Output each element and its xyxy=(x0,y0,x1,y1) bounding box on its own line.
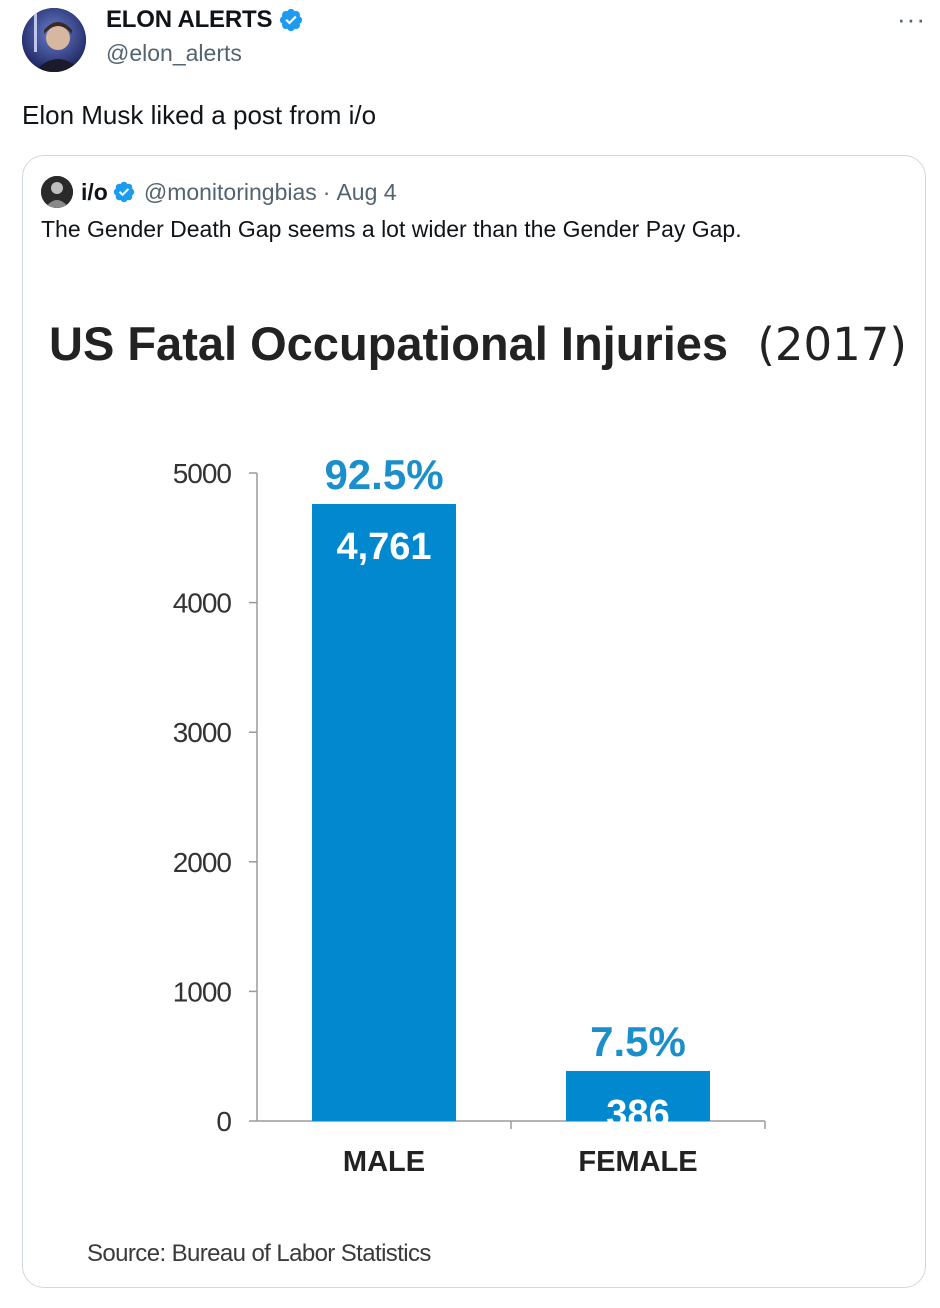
bar-female xyxy=(566,1070,710,1121)
quoted-post-card[interactable]: i/o @monitoringbias · Aug 4 The Gender D… xyxy=(22,155,926,1288)
y-tick-label: 0 xyxy=(216,1106,231,1137)
verified-badge-icon xyxy=(280,8,303,32)
x-category-label: FEMALE xyxy=(578,1146,697,1178)
author-handle[interactable]: @elon_alerts xyxy=(106,40,242,66)
quoted-author-handle[interactable]: @monitoringbias xyxy=(143,178,317,205)
verified-badge-icon xyxy=(113,181,135,203)
author-avatar[interactable] xyxy=(22,8,86,72)
separator-dot: · xyxy=(322,178,331,205)
bar-value-label: 386 xyxy=(606,1093,669,1135)
quoted-post-header: i/o @monitoringbias · Aug 4 xyxy=(41,176,397,208)
y-tick-label: 3000 xyxy=(173,717,232,748)
author-name[interactable]: ELON ALERTS xyxy=(106,6,304,34)
quoted-author-name[interactable]: i/o xyxy=(81,178,108,205)
quoted-post-text: The Gender Death Gap seems a lot wider t… xyxy=(41,216,742,242)
y-tick-label: 4000 xyxy=(173,588,232,619)
bar-chart-image[interactable]: US Fatal Occupational Injuries (2017) 0 1… xyxy=(23,276,926,1288)
chart-title: US Fatal Occupational Injuries xyxy=(49,317,728,370)
y-tick-label: 1000 xyxy=(173,976,232,1007)
tweet-text: Elon Musk liked a post from i/o xyxy=(22,100,377,130)
chart-title-year: (2017) xyxy=(757,318,907,371)
bar-value-label: 4,761 xyxy=(336,526,431,568)
quoted-author-avatar[interactable] xyxy=(41,176,73,208)
bar-male xyxy=(312,503,456,1122)
y-tick-label: 2000 xyxy=(173,847,232,878)
author-name-text[interactable]: ELON ALERTS xyxy=(106,6,273,33)
more-options-button[interactable]: ··· xyxy=(897,4,926,34)
quoted-post-date[interactable]: Aug 4 xyxy=(336,178,397,205)
y-tick-label: 5000 xyxy=(173,458,232,489)
bar-percent-label: 92.5% xyxy=(324,451,443,498)
x-category-label: MALE xyxy=(343,1146,425,1178)
bar-percent-label: 7.5% xyxy=(590,1018,686,1065)
y-axis: 0 1000 2000 3000 4000 5000 xyxy=(173,458,766,1137)
chart-source: Source: Bureau of Labor Statistics xyxy=(87,1240,431,1267)
bars: 4,761 92.5% MALE 386 7.5% FEMALE xyxy=(312,451,710,1178)
